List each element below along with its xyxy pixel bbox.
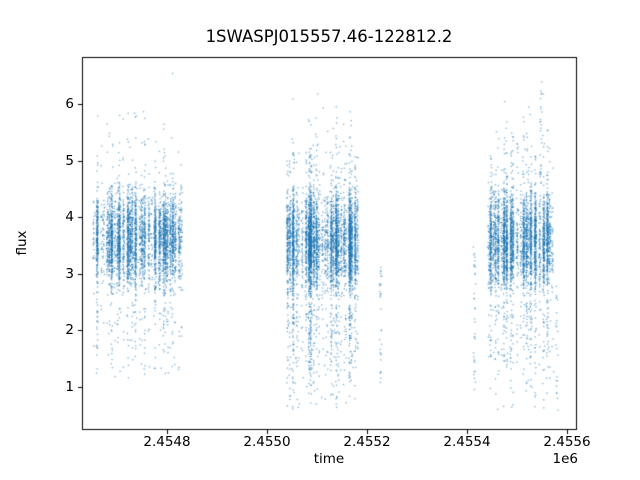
y-tick-label: 5: [65, 152, 74, 169]
y-tick-label: 2: [65, 322, 74, 339]
x-tick-label: 2.4548: [143, 434, 191, 450]
y-tick-label: 1: [65, 379, 74, 396]
x-tick-label: 2.4556: [543, 434, 591, 450]
x-axis-label: time: [313, 451, 345, 467]
x-tick-label: 2.4550: [243, 434, 291, 450]
y-tick-label: 4: [65, 209, 74, 226]
y-tick-label: 3: [65, 265, 74, 282]
x-tick-label: 2.4554: [443, 434, 491, 450]
x-axis-offset-label: 1e6: [552, 451, 578, 467]
y-tick-label: 6: [65, 95, 74, 112]
y-axis-label: flux: [14, 230, 30, 256]
x-tick-label: 2.4552: [343, 434, 391, 450]
plot-title: 1SWASPJ015557.46-122812.2: [205, 27, 453, 46]
